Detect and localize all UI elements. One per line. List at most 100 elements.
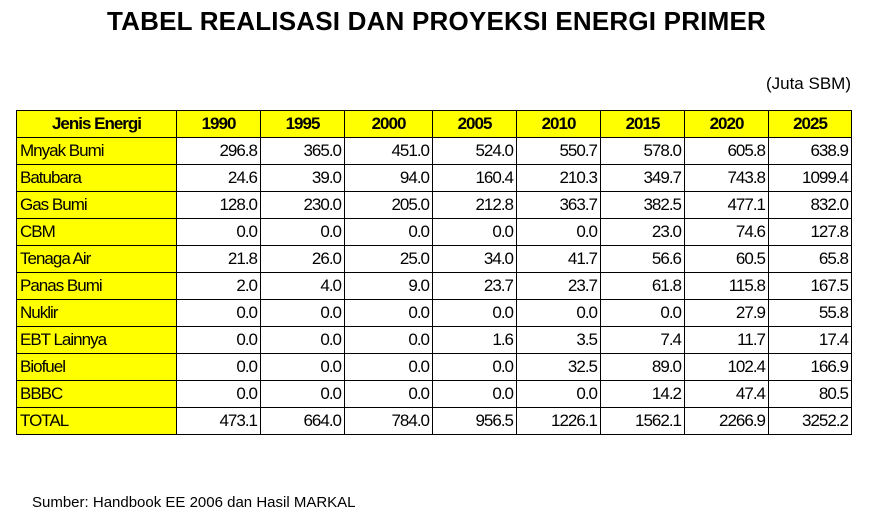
value-cell: 382.5 <box>600 191 685 219</box>
value-cell: 24.6 <box>176 164 261 192</box>
column-header-2010: 2010 <box>516 110 601 138</box>
value-cell: 127.8 <box>768 218 852 246</box>
column-header-2020: 2020 <box>684 110 769 138</box>
value-cell: 74.6 <box>684 218 769 246</box>
value-cell: 605.8 <box>684 137 769 165</box>
value-cell: 89.0 <box>600 353 685 381</box>
column-header-1995: 1995 <box>260 110 345 138</box>
value-cell: 664.0 <box>260 407 345 435</box>
value-cell: 41.7 <box>516 245 601 273</box>
value-cell: 550.7 <box>516 137 601 165</box>
table-row: Gas Bumi 128.0 230.0 205.0 212.8 363.7 382.5 47… <box>16 191 852 219</box>
value-cell: 9.0 <box>344 272 433 300</box>
value-cell: 205.0 <box>344 191 433 219</box>
value-cell: 0.0 <box>344 353 433 381</box>
value-cell: 56.6 <box>600 245 685 273</box>
value-cell: 32.5 <box>516 353 601 381</box>
source-note: Sumber: Handbook EE 2006 dan Hasil MARKA… <box>32 494 356 511</box>
value-cell: 0.0 <box>600 299 685 327</box>
value-cell: 0.0 <box>344 380 433 408</box>
value-cell: 451.0 <box>344 137 433 165</box>
column-header-2025: 2025 <box>768 110 852 138</box>
value-cell: 0.0 <box>260 353 345 381</box>
value-cell: 638.9 <box>768 137 852 165</box>
value-cell: 7.4 <box>600 326 685 354</box>
value-cell: 363.7 <box>516 191 601 219</box>
unit-label: (Juta SBM) <box>765 74 851 93</box>
value-cell: 11.7 <box>684 326 769 354</box>
row-label-cell: Gas Bumi <box>16 191 177 219</box>
table-row: BBBC 0.0 0.0 0.0 0.0 0.0 14.2 47.4 80.5 <box>16 380 852 408</box>
value-cell: 2.0 <box>176 272 261 300</box>
value-cell: 0.0 <box>260 326 345 354</box>
column-header-2000: 2000 <box>344 110 433 138</box>
value-cell: 167.5 <box>768 272 852 300</box>
value-cell: 102.4 <box>684 353 769 381</box>
row-label-cell: CBM <box>16 218 177 246</box>
value-cell: 0.0 <box>432 380 517 408</box>
row-label-cell: TOTAL <box>16 407 177 435</box>
value-cell: 21.8 <box>176 245 261 273</box>
row-label-cell: Panas Bumi <box>16 272 177 300</box>
value-cell: 128.0 <box>176 191 261 219</box>
value-cell: 578.0 <box>600 137 685 165</box>
value-cell: 1226.1 <box>516 407 601 435</box>
value-cell: 55.8 <box>768 299 852 327</box>
value-cell: 210.3 <box>516 164 601 192</box>
value-cell: 160.4 <box>432 164 517 192</box>
value-cell: 230.0 <box>260 191 345 219</box>
value-cell: 14.2 <box>600 380 685 408</box>
row-label-cell: Nuklir <box>16 299 177 327</box>
value-cell: 0.0 <box>432 218 517 246</box>
table-row: Panas Bumi 2.0 4.0 9.0 23.7 23.7 61.8 115.8 167.… <box>16 272 852 300</box>
value-cell: 26.0 <box>260 245 345 273</box>
value-cell: 0.0 <box>344 326 433 354</box>
page-title: TABEL REALISASI DAN PROYEKSI ENERGI PRIM… <box>107 6 766 36</box>
value-cell: 0.0 <box>432 353 517 381</box>
value-cell: 0.0 <box>516 380 601 408</box>
column-header-2005: 2005 <box>432 110 517 138</box>
value-cell: 34.0 <box>432 245 517 273</box>
value-cell: 39.0 <box>260 164 345 192</box>
row-label-cell: Batubara <box>16 164 177 192</box>
table-row: Nuklir 0.0 0.0 0.0 0.0 0.0 0.0 27.9 55.8 <box>16 299 852 327</box>
row-label-cell: EBT Lainnya <box>16 326 177 354</box>
row-label-cell: BBBC <box>16 380 177 408</box>
row-label-cell: Biofuel <box>16 353 177 381</box>
value-cell: 365.0 <box>260 137 345 165</box>
value-cell: 0.0 <box>176 218 261 246</box>
row-label-cell: Mnyak Bumi <box>16 137 177 165</box>
value-cell: 166.9 <box>768 353 852 381</box>
value-cell: 956.5 <box>432 407 517 435</box>
table-row: Batubara 24.6 39.0 94.0 160.4 210.3 349.7 743.8… <box>16 164 852 192</box>
value-cell: 0.0 <box>344 299 433 327</box>
value-cell: 3252.2 <box>768 407 852 435</box>
value-cell: 0.0 <box>344 218 433 246</box>
value-cell: 61.8 <box>600 272 685 300</box>
value-cell: 65.8 <box>768 245 852 273</box>
value-cell: 832.0 <box>768 191 852 219</box>
column-header-1990: 1990 <box>176 110 261 138</box>
value-cell: 349.7 <box>600 164 685 192</box>
value-cell: 115.8 <box>684 272 769 300</box>
value-cell: 4.0 <box>260 272 345 300</box>
table-header-row: Jenis Energi 1990 1995 2000 2005 2010 20… <box>16 110 852 138</box>
row-label-cell: Tenaga Air <box>16 245 177 273</box>
table-row: Tenaga Air 21.8 26.0 25.0 34.0 41.7 56.6 60.5 65… <box>16 245 852 273</box>
value-cell: 23.7 <box>432 272 517 300</box>
table-row: Biofuel 0.0 0.0 0.0 0.0 32.5 89.0 102.4 166.9 <box>16 353 852 381</box>
value-cell: 2266.9 <box>684 407 769 435</box>
value-cell: 1099.4 <box>768 164 852 192</box>
value-cell: 0.0 <box>432 299 517 327</box>
value-cell: 0.0 <box>176 380 261 408</box>
value-cell: 47.4 <box>684 380 769 408</box>
value-cell: 1562.1 <box>600 407 685 435</box>
value-cell: 60.5 <box>684 245 769 273</box>
value-cell: 524.0 <box>432 137 517 165</box>
value-cell: 0.0 <box>176 353 261 381</box>
value-cell: 1.6 <box>432 326 517 354</box>
value-cell: 477.1 <box>684 191 769 219</box>
value-cell: 743.8 <box>684 164 769 192</box>
value-cell: 17.4 <box>768 326 852 354</box>
value-cell: 0.0 <box>516 218 601 246</box>
